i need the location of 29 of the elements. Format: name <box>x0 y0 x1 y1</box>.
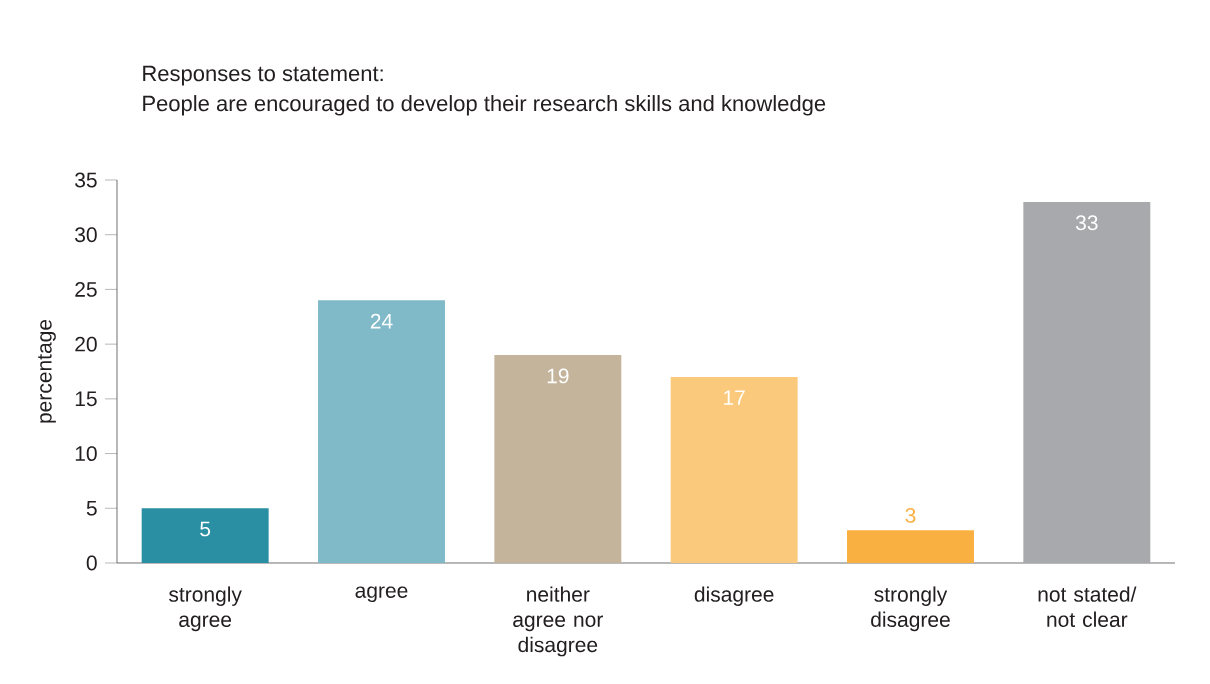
data-label: 3 <box>905 507 916 523</box>
data-label: 33 <box>1075 215 1098 231</box>
y-tick-label: 20 <box>75 336 97 352</box>
y-tick-label: 35 <box>75 172 97 188</box>
x-tick-label: disagree <box>694 586 774 606</box>
chart-title: Responses to statement: <box>143 65 383 86</box>
y-tick-label: 5 <box>86 500 97 516</box>
data-label: 17 <box>724 390 745 405</box>
x-tick-label: strongly disagree <box>871 586 950 632</box>
bar <box>847 530 974 563</box>
y-tick-label: 25 <box>75 282 97 297</box>
data-label: 5 <box>200 521 211 537</box>
y-axis-title: percentage <box>37 319 56 423</box>
bar <box>318 300 445 563</box>
x-tick-label: not stated/ not clear <box>1038 586 1137 628</box>
y-tick-label: 10 <box>75 446 97 462</box>
x-tick-label: neither agree nor disagree <box>513 586 603 657</box>
data-label: 19 <box>547 368 569 384</box>
chart-subtitle: People are encouraged to develop their research skills and knowledge <box>143 95 826 116</box>
x-tick-label: agree <box>355 586 408 603</box>
y-tick-label: 30 <box>75 227 97 243</box>
y-tick-label: 15 <box>75 391 97 407</box>
bar <box>1023 201 1151 563</box>
bar <box>670 376 798 563</box>
bar <box>494 355 622 563</box>
bar <box>141 508 269 563</box>
data-label: 24 <box>370 313 393 329</box>
y-tick-label: 0 <box>86 555 97 571</box>
x-tick-label: strongly agree <box>169 586 242 632</box>
